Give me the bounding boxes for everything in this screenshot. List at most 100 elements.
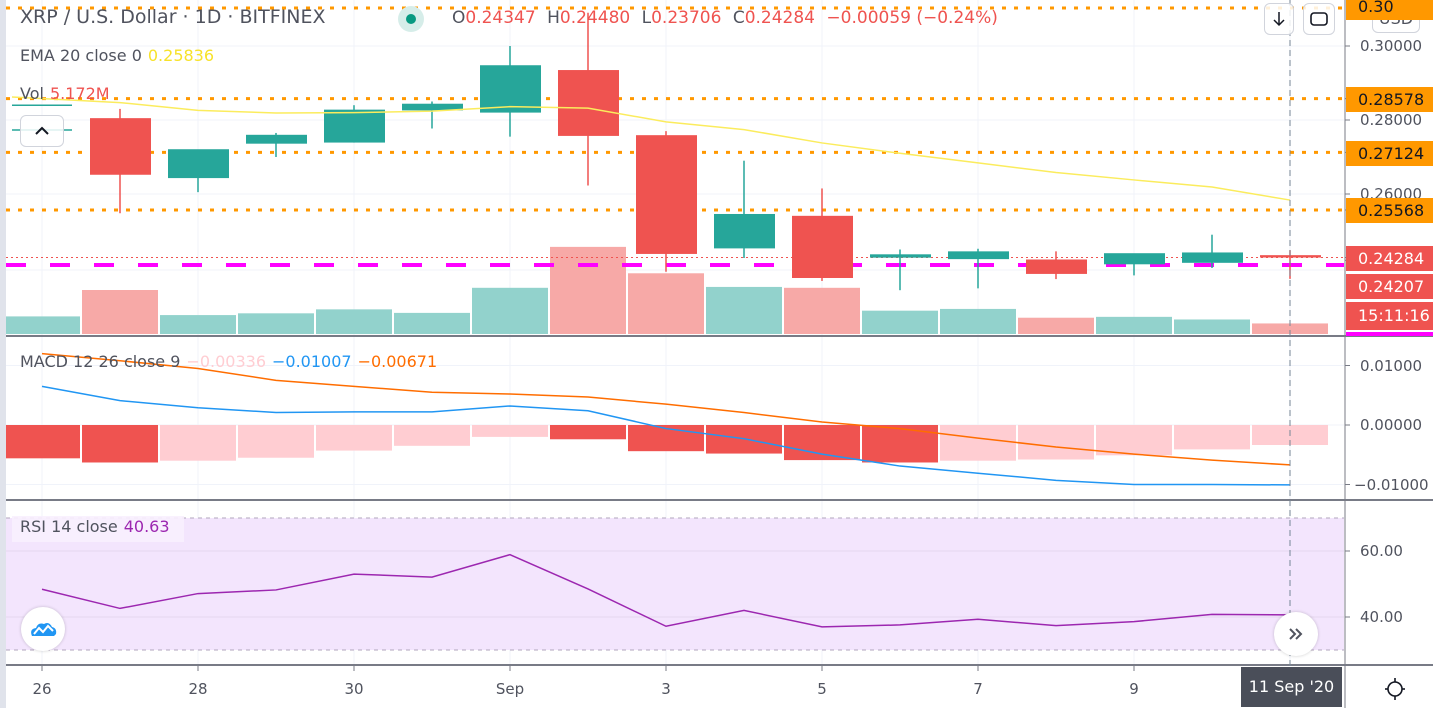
volume-bar xyxy=(1174,319,1250,334)
time-tick: 30 xyxy=(344,680,364,698)
candle-body xyxy=(246,134,307,144)
macd-histogram-bar xyxy=(394,425,470,446)
volume-bar xyxy=(472,287,548,334)
volume-bar xyxy=(1252,323,1328,334)
time-tick: 3 xyxy=(661,680,671,698)
fullscreen-icon xyxy=(1310,12,1328,26)
macd-histogram-bar xyxy=(1096,425,1172,456)
axis-marker xyxy=(1346,332,1433,336)
macd-histogram-bar xyxy=(160,425,236,461)
macd-histogram-bar xyxy=(316,425,392,451)
macd-histogram-bar xyxy=(940,425,1016,461)
candle-body xyxy=(714,213,775,249)
candle-body xyxy=(792,215,853,278)
macd-signal-line xyxy=(41,352,1291,466)
candle-body xyxy=(1182,252,1243,263)
rsi-tick: 40.00 xyxy=(1360,608,1403,626)
open-value: 0.24347 xyxy=(465,8,536,28)
crosshair-date-label: 11 Sep '20 xyxy=(1241,667,1342,707)
candle-body xyxy=(1260,255,1321,258)
price-tag-top: 0.30 xyxy=(1346,0,1433,20)
rsi-value: 40.63 xyxy=(123,517,170,536)
double-chevron-right-icon xyxy=(1289,628,1303,640)
volume-bar xyxy=(940,308,1016,334)
chevron-up-icon xyxy=(35,126,49,135)
rsi-line xyxy=(41,553,1291,628)
time-tick: 26 xyxy=(32,680,52,698)
candle-body xyxy=(948,251,1009,260)
volume-legend[interactable]: Vol 5.172M xyxy=(20,84,110,103)
time-tick: 7 xyxy=(973,680,983,698)
volume-bar xyxy=(316,309,392,334)
macd-histogram-bar xyxy=(238,425,314,458)
rsi-tick: 60.00 xyxy=(1360,542,1403,560)
macd-histogram-bar xyxy=(472,425,548,437)
volume-bar xyxy=(706,286,782,334)
symbol-legend[interactable]: XRP / U.S. Dollar · 1D · BITFINEX xyxy=(20,6,331,28)
bar-countdown-tag: 15:11:16 xyxy=(1346,302,1433,330)
volume-bar xyxy=(862,310,938,334)
fullscreen-button[interactable] xyxy=(1303,3,1335,35)
volume-bar xyxy=(82,290,158,334)
macd-tick: 0.01000 xyxy=(1360,357,1423,375)
price-tick: 0.30000 xyxy=(1360,37,1423,55)
candle-body xyxy=(168,149,229,179)
left-toolbar-edge xyxy=(0,0,6,708)
macd-histogram-bar xyxy=(6,425,80,459)
chart-settings-button[interactable] xyxy=(1380,676,1410,702)
candle-body xyxy=(558,70,619,136)
time-tick: 28 xyxy=(188,680,208,698)
change-value: −0.00059 (−0.24%) xyxy=(826,8,998,28)
volume-bar xyxy=(1096,316,1172,334)
macd-legend[interactable]: MACD 12 26 close 9 −0.00336 −0.01007 −0.006… xyxy=(20,352,438,371)
macd-histogram-bar xyxy=(82,425,158,463)
rsi-legend[interactable]: RSI 14 close 40.63 xyxy=(12,516,184,542)
volume-bar xyxy=(160,315,236,334)
level-tag-2: 0.27124 xyxy=(1346,141,1433,166)
arrow-down-icon xyxy=(1273,12,1285,27)
candle-body xyxy=(1104,253,1165,265)
candle-body xyxy=(480,65,541,113)
symbol-title: XRP / U.S. Dollar · 1D · BITFINEX xyxy=(20,6,326,28)
collapse-legend-button[interactable] xyxy=(20,115,64,147)
volume-value: 5.172M xyxy=(49,84,110,103)
ohlc-values: O0.24347 H0.24480 L0.23706 C0.24284 −0.0… xyxy=(452,8,998,28)
ema-value: 0.25836 xyxy=(147,46,215,65)
macd-signal-value: −0.00671 xyxy=(357,352,438,371)
market-open-dot-icon xyxy=(406,14,416,24)
macd-histogram-bar xyxy=(628,425,704,452)
scroll-to-bottom-button[interactable] xyxy=(1264,3,1294,35)
tradingview-cloud-icon xyxy=(31,623,57,636)
scroll-to-realtime-button[interactable] xyxy=(1274,612,1318,656)
macd-line-value: −0.01007 xyxy=(272,352,352,371)
macd-tick: 0.00000 xyxy=(1360,416,1423,434)
macd-histogram-value: −0.00336 xyxy=(186,352,266,371)
rsi-band xyxy=(6,518,1344,650)
ema-legend[interactable]: EMA 20 close 0 0.25836 xyxy=(20,46,215,65)
macd-histogram-bar xyxy=(862,425,938,463)
low-value: 0.23706 xyxy=(651,8,722,28)
last-price-tag: 0.24284 xyxy=(1346,246,1433,271)
price-tick: 0.28000 xyxy=(1360,111,1423,129)
time-tick: 9 xyxy=(1129,680,1139,698)
candle-body xyxy=(1026,259,1087,274)
macd-histogram-bar xyxy=(1018,425,1094,460)
candle-body xyxy=(870,254,931,258)
candle-body xyxy=(636,135,697,254)
high-value: 0.24480 xyxy=(559,8,631,28)
candle-body xyxy=(402,103,463,111)
close-value: 0.24284 xyxy=(744,8,816,28)
candle-body xyxy=(90,118,151,175)
volume-bar xyxy=(628,273,704,334)
level-tag-3: 0.25568 xyxy=(1346,198,1433,223)
ema-line xyxy=(11,96,1291,201)
volume-bar xyxy=(784,287,860,334)
time-tick: Sep xyxy=(495,680,525,698)
time-tick: 5 xyxy=(817,680,827,698)
volume-bar xyxy=(394,312,470,334)
tradingview-logo-button[interactable] xyxy=(21,607,65,651)
macd-histogram-bar xyxy=(550,425,626,440)
market-status-indicator[interactable] xyxy=(398,6,424,32)
volume-bar xyxy=(550,246,626,334)
